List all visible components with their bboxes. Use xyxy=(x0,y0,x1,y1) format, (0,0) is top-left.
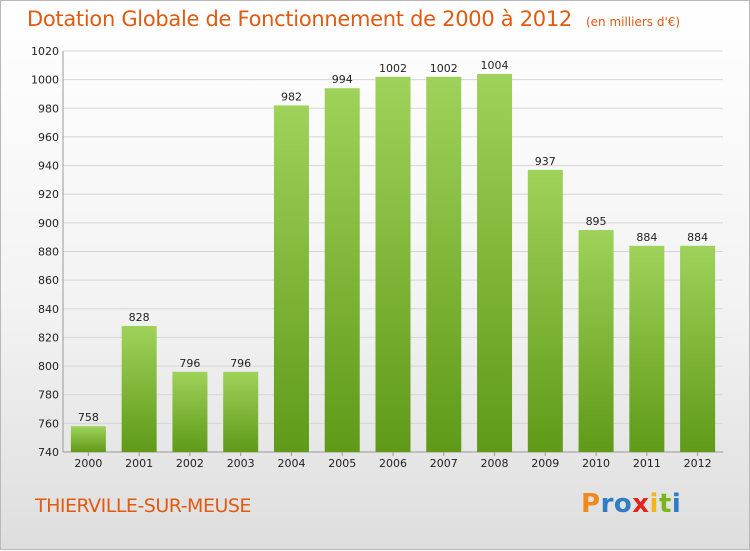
y-tick-label: 760 xyxy=(38,417,59,430)
bar xyxy=(680,245,716,452)
x-tick-label: 2000 xyxy=(74,457,102,470)
x-tick-label: 2004 xyxy=(277,457,305,470)
y-tick-label: 980 xyxy=(38,102,59,115)
logo-letter: t xyxy=(658,489,672,519)
data-label: 758 xyxy=(78,411,99,424)
y-tick-label: 840 xyxy=(38,303,59,316)
y-tick-label: 940 xyxy=(38,160,59,173)
bar xyxy=(223,371,259,452)
bar xyxy=(324,88,360,452)
logo-letter: o xyxy=(613,489,633,519)
bar xyxy=(273,105,309,453)
x-tick-label: 2001 xyxy=(125,457,153,470)
unit-label: (en milliers d'€) xyxy=(585,15,681,29)
x-tick-label: 2005 xyxy=(328,457,356,470)
x-tick-label: 2006 xyxy=(379,457,407,470)
data-label: 1002 xyxy=(379,62,407,75)
data-label: 937 xyxy=(535,155,556,168)
logo-letter: P xyxy=(581,489,601,519)
bar xyxy=(426,76,462,453)
bar xyxy=(172,371,208,452)
y-tick-label: 1020 xyxy=(31,45,59,58)
x-tick-label: 2009 xyxy=(531,457,559,470)
data-label: 884 xyxy=(636,231,657,244)
y-tick-label: 740 xyxy=(38,446,59,459)
data-label: 994 xyxy=(332,73,353,86)
bar xyxy=(578,230,614,452)
data-label: 796 xyxy=(179,357,200,370)
x-tick-label: 2012 xyxy=(684,457,712,470)
y-tick-label: 900 xyxy=(38,217,59,230)
logo-letter: i xyxy=(671,489,682,519)
y-tick-label: 880 xyxy=(38,246,59,259)
data-label: 1002 xyxy=(430,62,458,75)
chart-title: Dotation Globale de Fonctionnement de 20… xyxy=(27,7,680,31)
x-tick-label: 2003 xyxy=(227,457,255,470)
y-tick-label: 800 xyxy=(38,360,59,373)
y-tick-label: 920 xyxy=(38,188,59,201)
logo-letter: x xyxy=(632,489,650,519)
x-tick-label: 2008 xyxy=(481,457,509,470)
y-tick-label: 780 xyxy=(38,389,59,402)
y-tick-label: 1000 xyxy=(31,74,59,87)
bar xyxy=(121,325,157,452)
logo-letter: i xyxy=(649,489,659,519)
y-tick-label: 820 xyxy=(38,331,59,344)
y-tick-label: 960 xyxy=(38,131,59,144)
bar xyxy=(375,76,411,453)
x-tick-label: 2007 xyxy=(430,457,458,470)
title-text: Dotation Globale de Fonctionnement de 20… xyxy=(27,7,572,31)
data-label: 1004 xyxy=(481,59,509,72)
bar xyxy=(629,245,665,452)
proxiti-logo: Proxiti xyxy=(581,489,681,519)
data-label: 828 xyxy=(129,311,150,324)
bar xyxy=(477,73,513,453)
data-label: 796 xyxy=(230,357,251,370)
logo-letter: r xyxy=(600,489,614,519)
x-tick-label: 2011 xyxy=(633,457,661,470)
y-tick-label: 860 xyxy=(38,274,59,287)
data-label: 884 xyxy=(687,231,708,244)
commune-name: THIERVILLE-SUR-MEUSE xyxy=(35,495,251,517)
data-label: 895 xyxy=(586,215,607,228)
x-tick-label: 2002 xyxy=(176,457,204,470)
bar xyxy=(527,169,563,452)
bar xyxy=(70,426,106,452)
data-label: 982 xyxy=(281,90,302,103)
x-tick-label: 2010 xyxy=(582,457,610,470)
